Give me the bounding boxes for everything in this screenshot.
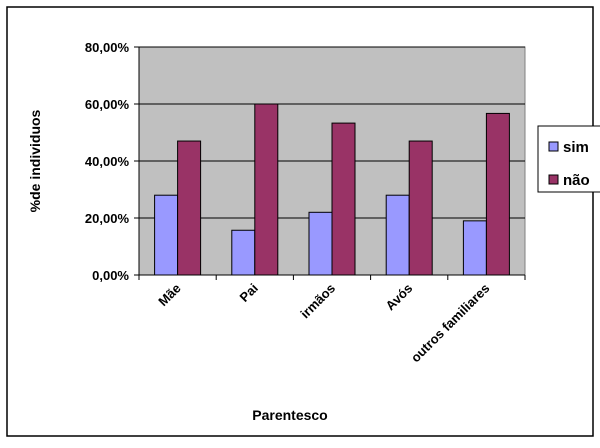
bar-sim bbox=[231, 229, 256, 276]
legend-box bbox=[537, 125, 600, 193]
x-axis-label: Parentesco bbox=[252, 407, 327, 423]
legend: sim não bbox=[537, 125, 600, 193]
legend-swatch-não bbox=[548, 174, 559, 185]
bar-não bbox=[254, 103, 279, 276]
bar-não bbox=[485, 112, 510, 276]
y-tick-label: 0,00% bbox=[92, 268, 129, 283]
y-tick-label: 60,00% bbox=[85, 97, 130, 112]
y-tick-label: 20,00% bbox=[85, 211, 130, 226]
y-axis-label: %de individuos bbox=[27, 109, 43, 212]
bar-sim bbox=[154, 194, 179, 276]
legend-label-sim: sim bbox=[563, 139, 589, 156]
bars bbox=[154, 103, 510, 276]
bar-sim bbox=[385, 194, 410, 276]
bar-não bbox=[177, 140, 202, 276]
bar-não bbox=[408, 140, 433, 276]
bar-não bbox=[331, 122, 356, 276]
axes bbox=[134, 46, 526, 280]
bar-sim bbox=[462, 220, 487, 276]
bar-sim bbox=[308, 211, 333, 276]
y-tick-label: 40,00% bbox=[85, 154, 130, 169]
y-tick-label: 80,00% bbox=[85, 40, 130, 55]
legend-swatch-sim bbox=[548, 141, 559, 152]
legend-label-não: não bbox=[563, 172, 590, 189]
y-tick-labels: 0,00% 20,00% 40,00% 60,00% 80,00% bbox=[85, 40, 130, 283]
